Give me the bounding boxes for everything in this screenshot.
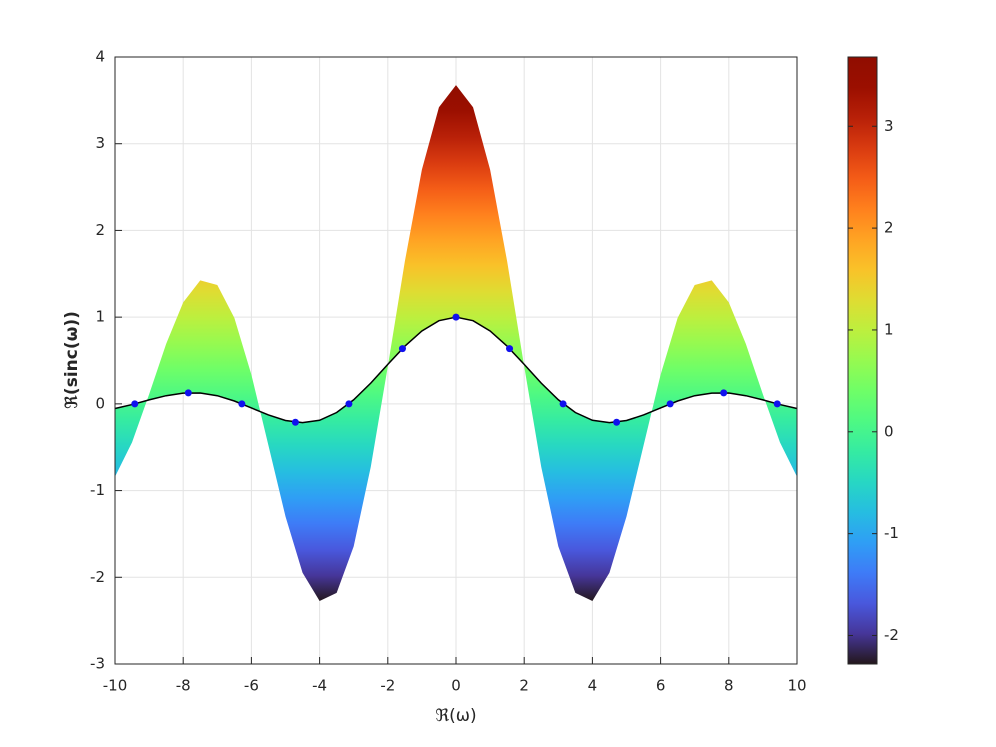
y-tick-label: -1 — [90, 481, 105, 499]
y-tick-label: 3 — [95, 134, 105, 152]
x-axis-label: ℜ(ω) — [435, 706, 476, 726]
point — [345, 400, 353, 408]
point — [131, 400, 139, 408]
point — [398, 345, 406, 353]
colorbar-tick-label: 3 — [884, 117, 894, 135]
point — [666, 400, 674, 408]
y-tick-label: 4 — [95, 48, 105, 66]
x-tick-label: 8 — [724, 677, 734, 695]
x-tick-label: 2 — [519, 677, 529, 695]
x-tick-label: -2 — [380, 677, 395, 695]
point — [559, 400, 567, 408]
x-tick-label: 10 — [787, 677, 806, 695]
point — [238, 400, 246, 408]
y-tick-label: -3 — [90, 655, 105, 673]
x-tick-label: -10 — [103, 677, 128, 695]
x-tick-label: -4 — [312, 677, 327, 695]
x-tick-label: 6 — [656, 677, 666, 695]
point — [291, 418, 299, 426]
y-tick-label: -2 — [90, 568, 105, 586]
colorbar-tick-label: -1 — [884, 524, 899, 542]
axes-box — [114, 56, 798, 665]
point — [184, 389, 192, 397]
point — [452, 313, 460, 321]
y-tick-label: 0 — [95, 394, 105, 412]
x-tick-label: -6 — [244, 677, 259, 695]
colorbar-tick-label: -2 — [884, 626, 899, 644]
colorbar-tick-label: 0 — [884, 422, 894, 440]
x-tick-label: 4 — [588, 677, 598, 695]
y-tick-label: 1 — [95, 308, 105, 326]
point — [506, 345, 514, 353]
y-axis-label: ℜ(sinc(ω)) — [62, 311, 82, 409]
colorbar — [847, 56, 878, 665]
point — [773, 400, 781, 408]
x-tick-label: -8 — [176, 677, 191, 695]
surface — [115, 85, 797, 601]
x-tick-label: 0 — [451, 677, 461, 695]
colorbar-tick-label: 2 — [884, 219, 894, 237]
y-tick-label: 2 — [95, 221, 105, 239]
point — [720, 389, 728, 397]
point — [613, 418, 621, 426]
colorbar-tick-label: 1 — [884, 320, 894, 338]
